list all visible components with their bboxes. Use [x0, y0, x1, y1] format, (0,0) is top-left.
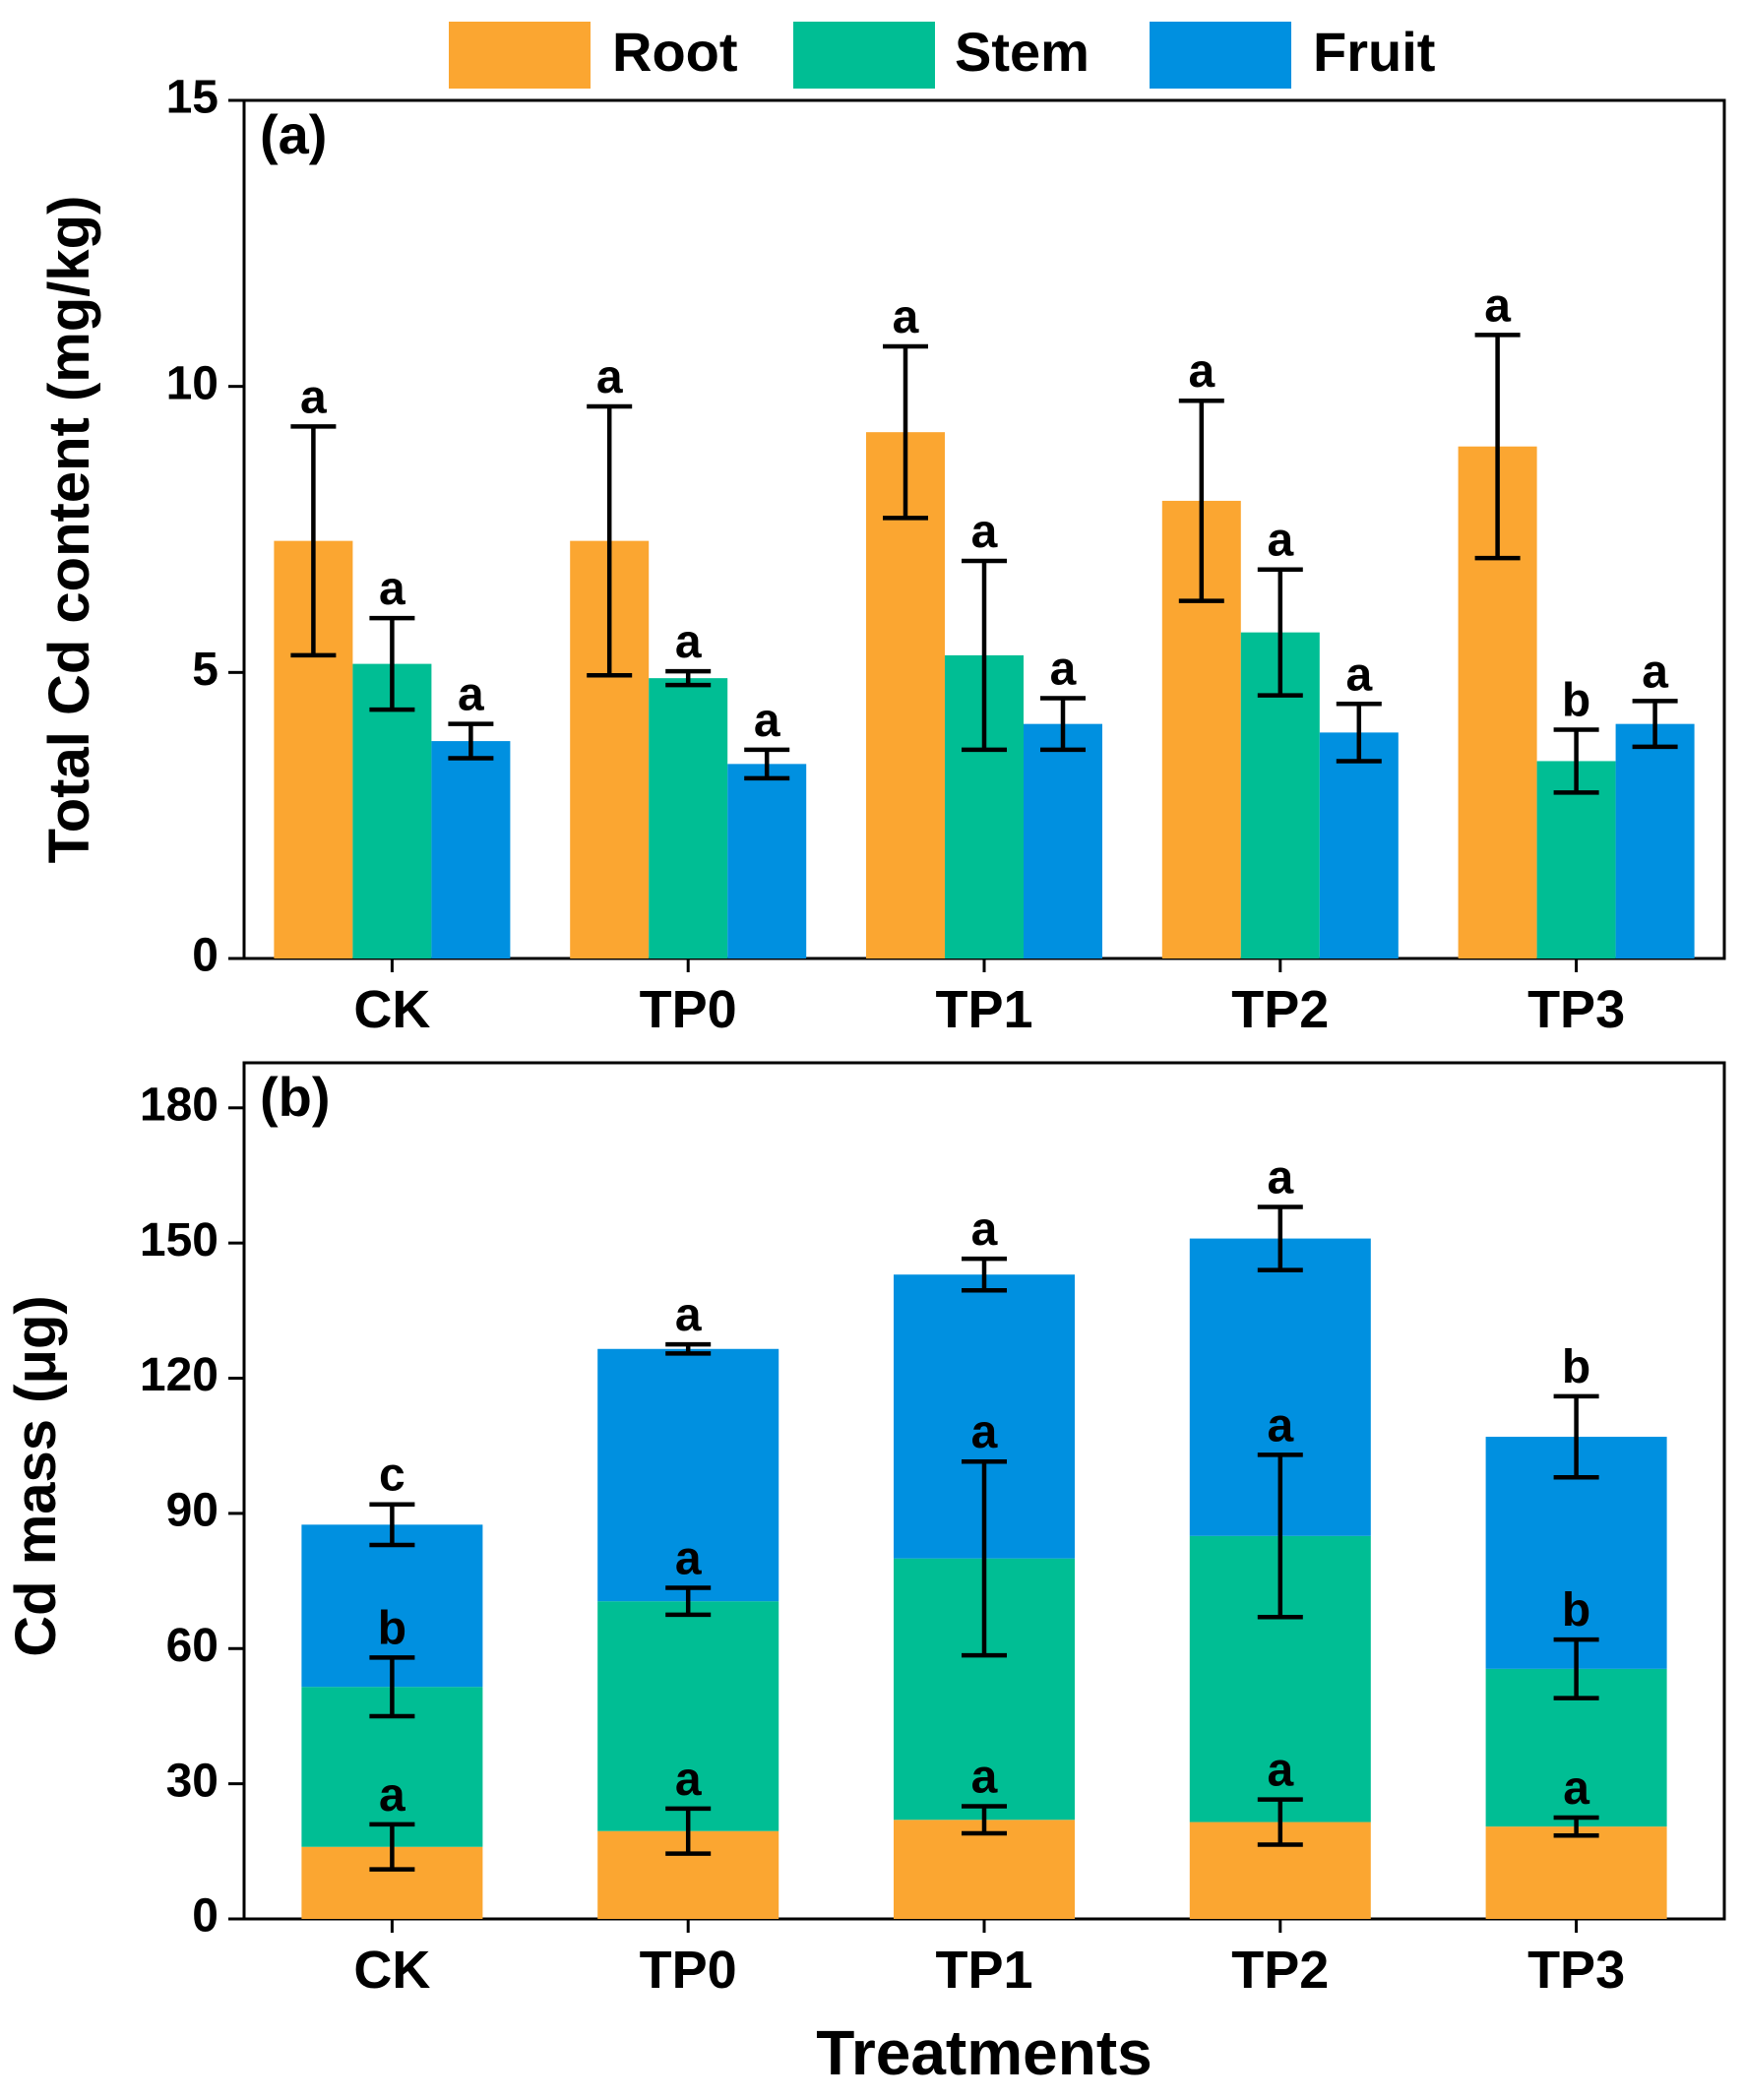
- legend-label-stem: Stem: [955, 21, 1090, 83]
- legend-swatch-root: [449, 22, 591, 89]
- sig-letter-fruit-tp1: a: [1050, 643, 1077, 695]
- bar-fruit-ck: [431, 741, 511, 958]
- sig-letter-stem-tp2: a: [1267, 515, 1293, 567]
- sig-letter-fruit-tp2: a: [1267, 1152, 1293, 1204]
- y-axis-label: Cd mass (μg): [4, 1295, 68, 1656]
- sig-letter-root-tp3: a: [1563, 1762, 1589, 1815]
- panel-a-total-cd-content: 0 5 10 15 Total Cd content (mg/kg) (a) CK TP0 TP…: [37, 72, 1726, 1039]
- panel-letter: (b): [260, 1066, 331, 1128]
- sig-letter-root-tp0: a: [675, 1754, 702, 1806]
- sig-letter-root-tp2: a: [1188, 345, 1215, 398]
- y-tick-label: 0: [192, 930, 218, 982]
- x-tick-label-tp3: TP3: [1527, 980, 1625, 1039]
- sig-letter-fruit-ck: a: [458, 669, 484, 721]
- sig-letter-root-tp0: a: [596, 351, 623, 403]
- sig-letter-fruit-tp1: a: [971, 1204, 998, 1256]
- x-tick-label-tp0: TP0: [640, 1941, 737, 2000]
- sig-letter-root-tp2: a: [1267, 1745, 1293, 1797]
- y-tick-label: 180: [140, 1079, 218, 1131]
- bar-fruit-tp1: [1024, 723, 1102, 958]
- sig-letter-stem-tp3: b: [1562, 674, 1590, 726]
- bar-root-tp1: [894, 1820, 1075, 1919]
- legend-swatch-fruit: [1150, 22, 1291, 89]
- sig-letter-stem-tp0: a: [675, 616, 702, 668]
- x-tick-label-tp3: TP3: [1527, 1941, 1625, 2000]
- bar-root-tp3: [1485, 1826, 1667, 1919]
- x-tick-label-tp2: TP2: [1231, 1941, 1329, 2000]
- y-tick-label: 0: [192, 1890, 218, 1943]
- sig-letter-fruit-tp0: a: [754, 695, 780, 747]
- x-tick-label-ck: CK: [353, 1941, 430, 2000]
- bar-stem-tp0: [597, 1601, 779, 1831]
- sig-letter-stem-tp2: a: [1267, 1399, 1293, 1451]
- sig-letter-fruit-ck: c: [379, 1450, 405, 1502]
- bar-stem-tp0: [649, 678, 728, 958]
- x-tick-label-tp1: TP1: [935, 1941, 1032, 2000]
- y-tick-label: 10: [166, 357, 218, 409]
- y-tick-label: 150: [140, 1214, 218, 1266]
- sig-letter-stem-ck: b: [378, 1602, 406, 1654]
- x-tick-label-tp0: TP0: [640, 980, 737, 1039]
- sig-letter-fruit-tp3: a: [1642, 646, 1668, 698]
- sig-letter-root-ck: a: [379, 1769, 405, 1822]
- sig-letter-root-tp3: a: [1484, 279, 1511, 332]
- legend: Root Stem Fruit: [449, 21, 1435, 89]
- y-tick-label: 5: [192, 644, 218, 696]
- y-axis-label: Total Cd content (mg/kg): [37, 196, 101, 864]
- panel-letter: (a): [260, 103, 327, 165]
- x-tick-label-ck: CK: [353, 980, 430, 1039]
- legend-label-root: Root: [612, 21, 738, 83]
- sig-letter-fruit-tp0: a: [675, 1289, 702, 1341]
- legend-swatch-stem: [793, 22, 935, 89]
- sig-letter-root-tp1: a: [893, 291, 919, 343]
- bar-fruit-tp3: [1615, 723, 1695, 958]
- sig-letter-stem-tp0: a: [675, 1532, 702, 1584]
- sig-letter-root-ck: a: [300, 371, 327, 423]
- y-tick-label: 90: [166, 1485, 218, 1537]
- y-tick-label: 30: [166, 1755, 218, 1807]
- x-axis-label: Treatments: [816, 2017, 1152, 2088]
- y-tick-label: 60: [166, 1620, 218, 1672]
- sig-letter-stem-tp1: a: [971, 506, 998, 558]
- y-tick-label: 15: [166, 72, 218, 124]
- sig-letter-fruit-tp2: a: [1345, 649, 1372, 701]
- x-tick-label-tp2: TP2: [1231, 980, 1329, 1039]
- sig-letter-stem-tp1: a: [971, 1406, 998, 1458]
- x-tick-label-tp1: TP1: [935, 980, 1032, 1039]
- legend-label-fruit: Fruit: [1313, 21, 1435, 83]
- sig-letter-stem-ck: a: [379, 563, 405, 615]
- y-tick-label: 120: [140, 1349, 218, 1401]
- panel-b-cd-mass: 0 30 60 90 120 150 180 Cd mass (μg) (b) CK TP0 TP1 T…: [4, 1061, 1726, 2088]
- bar-fruit-tp0: [597, 1348, 779, 1602]
- bar-fruit-tp0: [727, 764, 807, 958]
- sig-letter-fruit-tp3: b: [1562, 1341, 1590, 1393]
- sig-letter-root-tp1: a: [971, 1752, 998, 1804]
- bar-fruit-tp2: [1319, 732, 1399, 958]
- bar-stem-ck: [352, 663, 432, 958]
- sig-letter-stem-tp3: b: [1562, 1584, 1590, 1637]
